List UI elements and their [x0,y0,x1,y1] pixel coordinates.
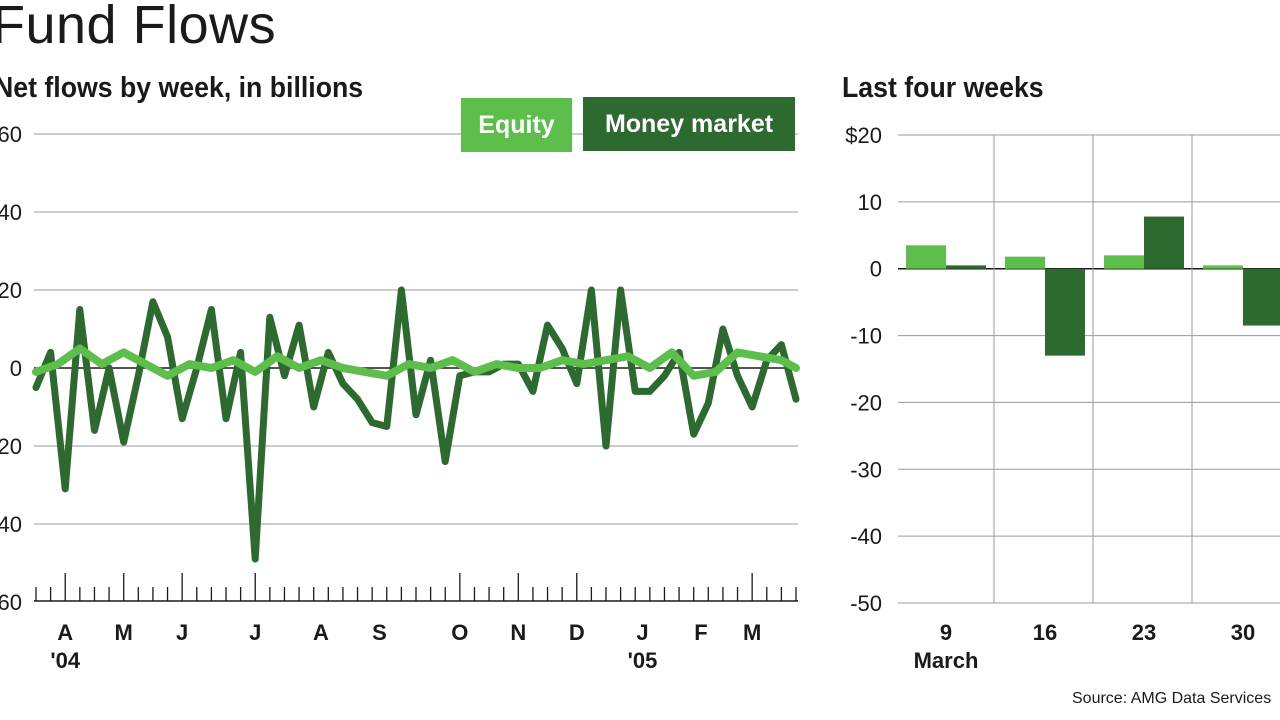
bar-y-tick-label: -20 [850,390,882,415]
series-line-money-market [32,286,800,563]
bar-money-market [1144,216,1184,269]
x-month-label: D [569,620,585,645]
bar-x-label: 30 [1231,620,1255,645]
bar-y-tick-label: -10 [850,324,882,349]
bar-x-group-label: March [914,648,979,673]
bar-money-market [1243,268,1280,326]
x-month-label: A [313,620,329,645]
x-month-label: J [176,620,188,645]
weekly-flows-line-chart: $60 40 20 0 -20 -40 -60 A M J J A S O N D J F M '04 '05 [0,122,800,673]
y-tick-label: $60 [0,122,22,147]
x-month-label: M [115,620,133,645]
x-month-label: A [57,620,73,645]
y-tick-label: 40 [0,200,22,225]
x-month-label: J [636,620,648,645]
y-tick-label: -20 [0,434,22,459]
x-month-label: S [372,620,387,645]
bar-chart-subtitle: Last four weeks [842,72,1044,104]
bar-equity [1104,255,1144,269]
last-four-weeks-bar-chart: $20 10 0 -10 -20 -30 -40 -50 9 16 23 30 March [845,123,1280,673]
bar-y-tick-label: 10 [858,190,882,215]
bar-x-label: 9 [940,620,952,645]
bar-money-market [946,265,986,269]
bar-y-tick-label: -50 [850,591,882,616]
bar-y-tick-label: -40 [850,524,882,549]
y-tick-label: -40 [0,512,22,537]
x-month-label: N [510,620,526,645]
legend-money-market: Money market [583,97,795,151]
x-year-label: '05 [628,648,658,673]
bar-money-market [1045,268,1085,356]
bar-equity [1005,256,1045,269]
x-month-label: J [249,620,261,645]
y-tick-label: 0 [10,356,22,381]
bar-equity [906,245,946,269]
series-line-equity [32,344,800,380]
x-year-label: '04 [50,648,80,673]
bar-y-tick-label: $20 [845,123,882,148]
bar-y-tick-label: -30 [850,457,882,482]
y-tick-label: 20 [0,278,22,303]
y-tick-label: -60 [0,590,22,615]
bar-equity [1203,265,1243,269]
bar-x-label: 16 [1033,620,1057,645]
source-note: Source: AMG Data Services [1072,690,1272,707]
x-month-label: F [694,620,707,645]
legend-equity: Equity [461,98,572,152]
x-month-label: M [743,620,761,645]
line-chart-subtitle: Net flows by week, in billions [0,72,364,104]
bar-y-tick-label: 0 [870,257,882,282]
bar-x-label: 23 [1132,620,1156,645]
chart-title: Fund Flows [0,0,277,55]
x-month-label: O [451,620,468,645]
